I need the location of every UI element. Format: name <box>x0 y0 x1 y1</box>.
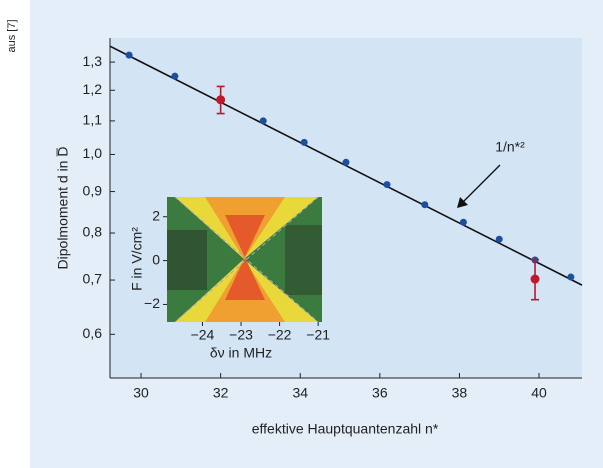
x-tick-label: 36 <box>372 385 388 401</box>
data-point <box>126 52 133 59</box>
y-tick-label: 0,9 <box>83 182 103 198</box>
y-tick-label: 1,3 <box>83 53 103 69</box>
inset-x-tick-label: −23 <box>229 327 253 343</box>
y-tick-label: 1,1 <box>83 112 103 128</box>
data-point <box>260 117 267 124</box>
x-axis-title: effektive Hauptquantenzahl n* <box>252 421 439 437</box>
y-tick-label: 0,8 <box>83 224 103 240</box>
data-point <box>343 159 350 166</box>
inset-x-tick-label: −24 <box>191 327 215 343</box>
x-tick-label: 32 <box>213 385 229 401</box>
y-tick-label: 1,0 <box>83 145 103 161</box>
y-tick-label: 0,6 <box>83 325 103 341</box>
y-axis-title: Dipolmoment d in D̅ <box>55 147 71 270</box>
data-point <box>567 274 574 281</box>
x-tick-label: 40 <box>531 385 547 401</box>
inset-y-tick-label: 0 <box>152 251 160 267</box>
data-point <box>496 236 503 243</box>
x-tick-label: 30 <box>133 385 149 401</box>
annotation: 1/n*² <box>495 139 525 155</box>
data-point <box>171 73 178 80</box>
inset-y-title: F in V/cm² <box>129 227 145 291</box>
inset-x-tick-label: −21 <box>306 327 330 343</box>
inset-image <box>167 197 322 322</box>
inset-y-tick-label: 2 <box>152 207 160 223</box>
data-point <box>460 219 467 226</box>
inset-y-tick-label: −2 <box>144 295 160 311</box>
data-point <box>531 275 540 284</box>
data-point <box>216 95 225 104</box>
x-tick-label: 34 <box>292 385 308 401</box>
y-tick-label: 0,7 <box>83 271 103 287</box>
inset-x-title: δν in MHz <box>210 345 272 361</box>
source-note: aus [7] <box>6 19 18 52</box>
data-point <box>383 181 390 188</box>
data-point <box>301 139 308 146</box>
data-point <box>421 201 428 208</box>
y-tick-label: 1,2 <box>83 81 103 97</box>
chart: aus [7] Dipolmoment d in D̅ effektive Ha… <box>0 0 603 468</box>
x-tick-label: 38 <box>452 385 468 401</box>
inset-x-tick-label: −22 <box>268 327 292 343</box>
